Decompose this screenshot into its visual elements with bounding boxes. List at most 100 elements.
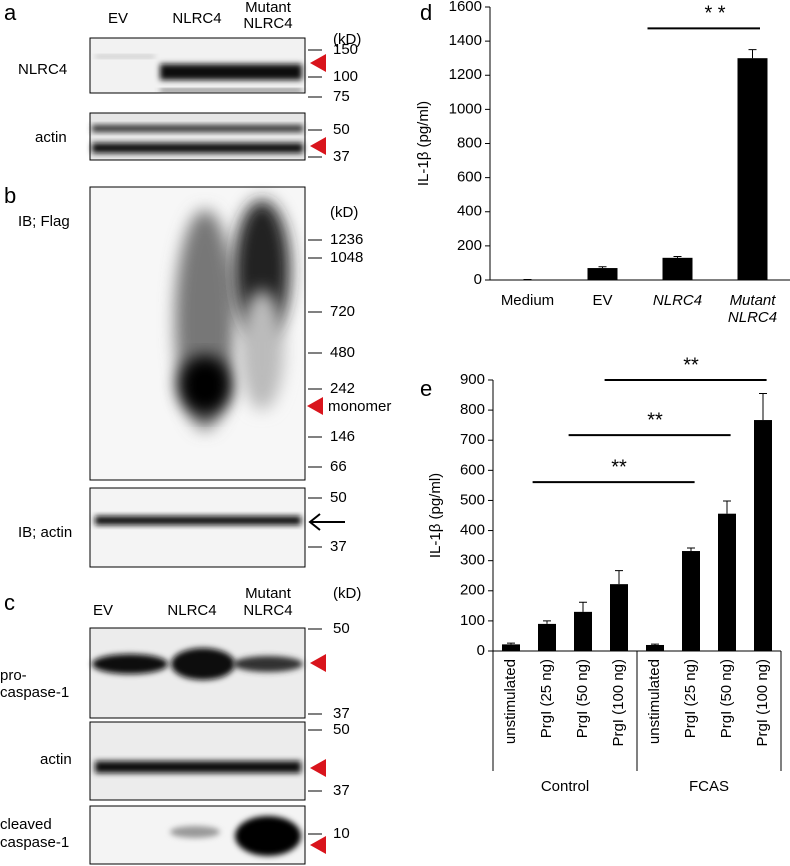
x-tick-label: EV [592,292,613,309]
marker: 50 [333,721,350,738]
unit-label: (kD) [330,204,358,221]
y-axis-label: IL-1β (pg/ml) [427,473,444,558]
y-tick-label: 1400 [449,32,482,49]
significance-label: ** [683,354,699,376]
smear [240,290,284,410]
error-bar [759,393,767,421]
marker: 1236 [330,231,363,248]
row-label: IB; Flag [18,213,70,230]
band [92,125,303,132]
y-tick-label: 500 [460,491,485,508]
unit-label: (kD) [333,31,361,48]
x-tick-label: PrgI (25 ng) [682,659,699,738]
row-label: cleaved [0,816,52,833]
panel-letter: e [420,376,432,401]
group-label: Control [541,778,589,795]
markers [308,239,322,468]
marker: 242 [330,380,355,397]
bar [502,644,520,651]
y-tick-label: 900 [460,371,485,388]
band [95,516,301,525]
lane-label: Mutant [245,0,292,16]
bar [682,551,700,651]
lane-label: EV [108,10,128,27]
row-label: IB; actin [18,524,72,541]
bar [662,257,693,280]
arrowhead [310,137,326,155]
arrowhead [307,397,323,415]
bar [718,513,736,651]
y-tick-label: 1000 [449,100,482,117]
y-tick-label: 100 [460,612,485,629]
bar [538,623,556,651]
error-bar [687,547,695,552]
row-label: NLRC4 [18,61,67,78]
band [233,656,303,672]
x-tick-label: unstimulated [646,659,663,744]
marker: 50 [330,489,347,506]
marker: 1048 [330,249,363,266]
band [235,816,301,856]
x-tick-label: NLRC4 [652,292,703,309]
blot [89,487,306,568]
marker: 66 [330,458,347,475]
significance-label: * * [704,3,725,25]
y-tick-label: 1600 [449,0,482,15]
panel-letter: a [4,0,17,25]
lane-label: NLRC4 [172,10,221,27]
y-tick-label: 400 [457,203,482,220]
arrowhead [310,654,326,672]
y-tick-label: 1200 [449,66,482,83]
bar [610,584,628,651]
marker: 10 [333,825,350,842]
y-tick-label: 300 [460,552,485,569]
row-label: caspase-1 [0,684,69,701]
bar [737,58,768,280]
lane-label: EV [93,602,113,619]
error-bar [673,255,682,258]
significance-label: ** [611,456,627,478]
marker: 37 [330,538,347,555]
x-tick-label: PrgI (100 ng) [754,659,771,747]
marker: 480 [330,344,355,361]
row-label: actin [40,751,72,768]
marker: 720 [330,303,355,320]
band [171,648,235,680]
marker: 37 [333,148,350,165]
x-tick-label: PrgI (50 ng) [718,659,735,738]
band [95,761,301,773]
band [92,143,303,153]
band [160,89,302,92]
panel-letter: c [4,590,15,615]
panel-letter: d [420,0,432,25]
annotation: monomer [328,398,391,415]
error-bar [579,601,587,612]
marker: 100 [333,68,358,85]
x-tick-label: unstimulated [502,659,519,744]
significance-label: ** [647,409,663,431]
y-tick-label: 400 [460,522,485,539]
band [95,55,155,58]
band [160,64,302,80]
marker: 37 [333,705,350,722]
y-tick-label: 700 [460,431,485,448]
x-tick-label: PrgI (25 ng) [538,659,555,738]
y-tick-label: 800 [457,134,482,151]
error-bar [507,642,515,645]
arrowhead [310,54,326,72]
error-bar [748,49,757,59]
band [170,826,220,838]
bar [587,268,618,280]
bar [754,420,772,651]
y-tick-label: 200 [460,582,485,599]
error-bar [598,266,607,269]
error-bar [615,570,623,585]
x-tick-label: PrgI (50 ng) [574,659,591,738]
error-bar [651,643,659,645]
error-bar [723,500,731,514]
row-label: actin [35,129,67,146]
marker: 50 [333,620,350,637]
bar [646,644,664,651]
arrowhead [310,759,326,777]
